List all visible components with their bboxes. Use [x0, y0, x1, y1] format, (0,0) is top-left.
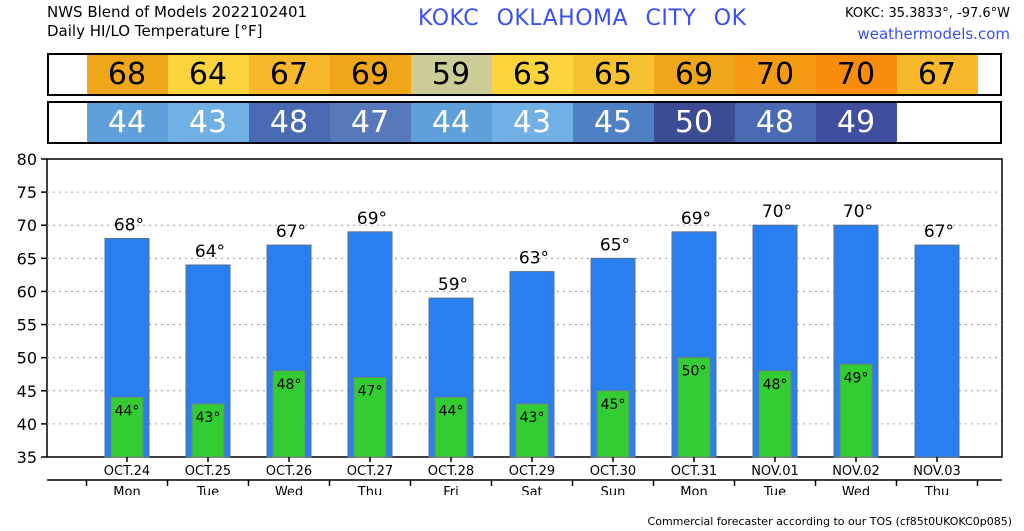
x-date-label: NOV.02 [832, 464, 880, 479]
x-date-label: OCT.31 [671, 464, 717, 479]
y-tick-label: 65 [17, 249, 37, 268]
low-temp-label: 44° [115, 403, 140, 419]
x-date-label: OCT.28 [428, 464, 474, 479]
high-temp-label: 65° [600, 235, 630, 255]
high-temp-label: 67° [276, 222, 306, 242]
low-temp-cell: 44 [410, 103, 492, 142]
low-temp-label: 47° [358, 384, 383, 400]
low-temp-bar [596, 390, 630, 458]
high-temp-label: 59° [438, 275, 468, 295]
x-date-label: OCT.27 [347, 464, 393, 479]
low-temp-cell: 43 [167, 103, 249, 142]
x-weekday-label: Fri [443, 485, 459, 495]
x-weekday-label: Sun [601, 485, 626, 495]
x-weekday-label: Thu [924, 485, 949, 495]
high-temp-label: 67° [924, 222, 954, 242]
high-temp-label: 64° [195, 242, 225, 262]
low-temp-label: 48° [277, 377, 302, 393]
low-temp-cell: 48 [734, 103, 816, 142]
y-tick-label: 80 [17, 150, 37, 169]
high-temp-cell: 70 [734, 55, 816, 94]
low-temp-bar [758, 370, 792, 458]
x-date-label: OCT.26 [266, 464, 312, 479]
y-tick-label: 35 [17, 448, 37, 467]
low-temp-cell: 43 [491, 103, 573, 142]
x-weekday-label: Mon [680, 485, 707, 495]
x-weekday-label: Sat [521, 485, 542, 495]
temperature-bar-chart: 35 40 45 50 55 60 65 70 75 80 68° 44° OCT.24 Mon 64° 43… [17, 150, 1003, 495]
chart-header: NWS Blend of Models 2022102401 Daily HI/… [47, 3, 307, 41]
high-temp-cell: 70 [815, 55, 897, 94]
station-title: KOKC OKLAHOMA CITY OK [418, 6, 747, 31]
low-temp-cell: 44 [86, 103, 168, 142]
high-temp-cell: 67 [248, 55, 330, 94]
station-coords: KOKC: 35.3833°, -97.6°W [845, 6, 1010, 21]
high-temp-strip: 68 64 67 69 59 63 65 69 70 70 67 [47, 53, 1002, 96]
low-temp-cell: 49 [815, 103, 897, 142]
low-temp-cell: 45 [572, 103, 654, 142]
high-temp-cell: 69 [653, 55, 735, 94]
y-tick-label: 70 [17, 216, 37, 235]
footer-note: Commercial forecaster according to our T… [647, 515, 1012, 528]
low-temp-label: 50° [682, 364, 707, 380]
model-run-title: NWS Blend of Models 2022102401 [47, 3, 308, 21]
high-temp-label: 69° [681, 209, 711, 229]
x-weekday-label: Tue [763, 485, 786, 495]
x-date-label: OCT.24 [104, 464, 150, 479]
high-temp-label: 68° [114, 215, 144, 235]
x-date-label: NOV.03 [913, 464, 961, 479]
x-date-label: NOV.01 [751, 464, 799, 479]
low-temp-bar [434, 396, 468, 458]
low-temp-label: 44° [439, 403, 464, 419]
y-tick-label: 60 [17, 282, 37, 301]
y-tick-label: 40 [17, 415, 37, 434]
high-temp-bar [914, 244, 960, 458]
x-weekday-label: Wed [275, 485, 303, 495]
chart-subtitle: Daily HI/LO Temperature [°F] [47, 22, 263, 40]
high-temp-cell: 69 [329, 55, 411, 94]
high-temp-label: 63° [519, 249, 549, 269]
low-temp-cell: 47 [329, 103, 411, 142]
y-tick-label: 45 [17, 382, 37, 401]
low-temp-label: 45° [601, 397, 626, 413]
header-right: KOKC: 35.3833°, -97.6°W weathermodels.co… [845, 4, 1010, 44]
low-temp-bar [353, 377, 387, 458]
low-temp-label: 48° [763, 377, 788, 393]
y-tick-label: 50 [17, 349, 37, 368]
low-temp-cell: 50 [653, 103, 735, 142]
high-temp-label: 70° [843, 202, 873, 222]
high-temp-cell: 64 [167, 55, 249, 94]
low-temp-strip: 44 43 48 47 44 43 45 50 48 49 [47, 101, 1002, 144]
y-tick-label: 75 [17, 183, 37, 202]
high-temp-cell: 63 [491, 55, 573, 94]
y-tick-label: 55 [17, 316, 37, 335]
x-weekday-label: Mon [113, 485, 140, 495]
x-weekday-label: Tue [196, 485, 219, 495]
x-weekday-label: Thu [357, 485, 382, 495]
low-temp-bar [191, 403, 225, 458]
low-temp-cell: 48 [248, 103, 330, 142]
high-temp-cell: 67 [896, 55, 978, 94]
x-date-label: OCT.25 [185, 464, 231, 479]
high-temp-cell: 59 [410, 55, 492, 94]
x-date-label: OCT.30 [590, 464, 636, 479]
low-temp-bar [272, 370, 306, 458]
low-temp-bar [677, 357, 711, 458]
x-weekday-label: Wed [842, 485, 870, 495]
high-temp-cell: 65 [572, 55, 654, 94]
site-link[interactable]: weathermodels.com [857, 25, 1010, 43]
low-temp-label: 43° [520, 410, 545, 426]
low-temp-label: 43° [196, 410, 221, 426]
x-date-label: OCT.29 [509, 464, 555, 479]
low-temp-bar [839, 363, 873, 458]
high-temp-label: 69° [357, 209, 387, 229]
low-temp-label: 49° [844, 370, 869, 386]
high-temp-label: 70° [762, 202, 792, 222]
high-temp-cell: 68 [86, 55, 168, 94]
